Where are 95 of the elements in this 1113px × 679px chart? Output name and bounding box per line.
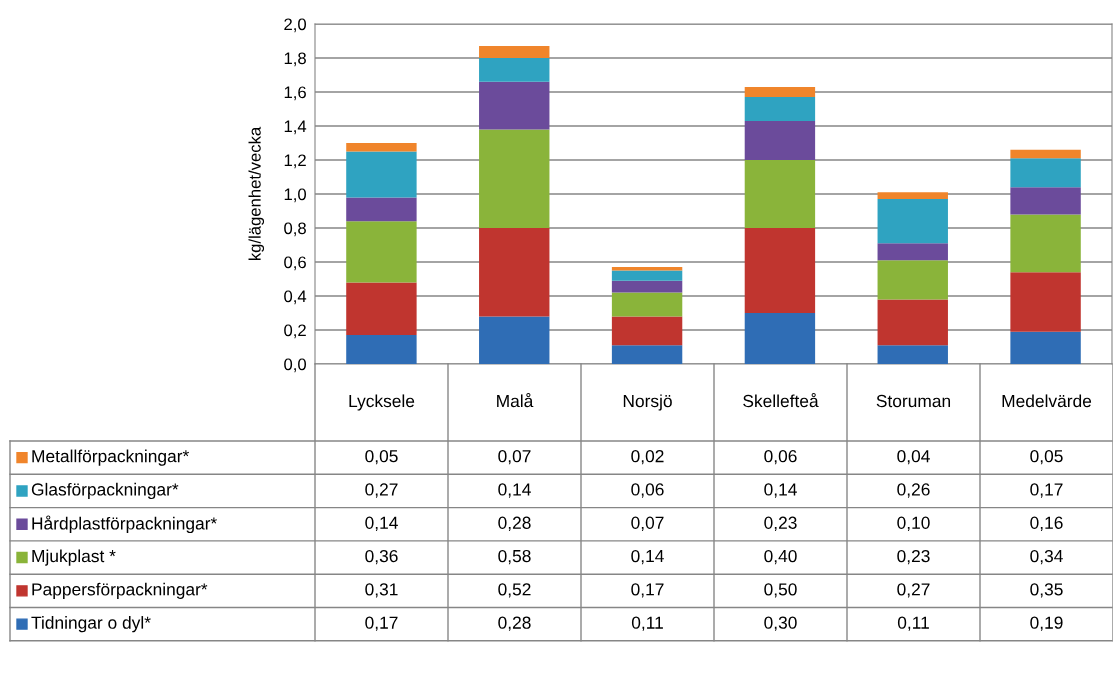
x-tick-label: Storuman	[876, 394, 951, 408]
bar	[1010, 214, 1081, 273]
data-label: 0,26	[897, 483, 930, 498]
bar	[877, 260, 948, 300]
data-label: 0,11	[631, 616, 663, 631]
bar	[611, 345, 683, 364]
y-tick-label: 0,2	[284, 324, 306, 339]
legend-label: Metallförpackningar*	[32, 449, 189, 466]
data-label: 0,52	[498, 583, 531, 598]
y-tick-label: 1,8	[284, 52, 306, 67]
bar	[744, 86, 816, 98]
bar	[346, 221, 417, 283]
bar	[479, 58, 550, 82]
data-label: 0,06	[764, 450, 797, 465]
data-label: 0,27	[365, 483, 398, 498]
bar	[611, 316, 683, 346]
y-axis-title: kg/lägenhet/vecka	[248, 126, 265, 261]
data-label: 0,14	[764, 483, 797, 498]
bar	[479, 81, 550, 130]
bar	[1010, 149, 1081, 159]
bar	[479, 46, 550, 58]
data-label: 0,50	[764, 583, 797, 598]
data-label: 0,27	[897, 583, 930, 598]
y-tick-label: 1,2	[284, 154, 306, 169]
bar	[1010, 272, 1081, 332]
data-label: 0,17	[631, 583, 664, 598]
data-label: 0,14	[631, 549, 664, 565]
y-tick-label: 0,0	[284, 358, 307, 373]
bar	[479, 228, 550, 317]
data-label: 0,10	[897, 516, 930, 531]
bar	[346, 143, 417, 152]
bar	[346, 151, 417, 198]
data-label: 0,16	[1030, 516, 1063, 531]
bar	[877, 243, 948, 261]
legend-label: Pappersförpackningar*	[32, 582, 208, 599]
data-label: 0,36	[365, 549, 398, 565]
legend-label: Mjukplast *	[32, 549, 116, 566]
data-label: 0,07	[498, 450, 531, 465]
data-label: 0,05	[365, 450, 398, 465]
legend-label: Tidningar o dyl*	[31, 616, 151, 633]
bar	[744, 228, 816, 313]
bar	[346, 197, 417, 222]
data-label: 0,28	[498, 616, 531, 631]
x-tick-label: Skellefteå	[743, 392, 819, 408]
bar	[346, 282, 417, 336]
bar	[479, 129, 550, 228]
data-label: 0,30	[764, 616, 797, 631]
x-tick-label: Norsjö	[623, 394, 672, 411]
bar	[877, 299, 948, 346]
bar	[479, 316, 550, 364]
legend-label: Hårdplastförpackningar*	[32, 515, 217, 534]
bar	[744, 120, 816, 160]
legend-label: Glasförpackningar*	[31, 482, 179, 500]
data-label: 0,23	[764, 516, 797, 531]
data-label: 0,35	[1030, 583, 1063, 598]
bar	[744, 160, 816, 228]
x-tick-label: Medelvärde	[1002, 394, 1092, 408]
y-tick-label: 2,0	[284, 18, 307, 33]
bar	[346, 335, 417, 364]
data-label: 0,14	[498, 483, 531, 498]
data-label: 0,06	[631, 483, 664, 498]
data-label: 0,58	[498, 549, 531, 565]
data-label: 0,02	[631, 450, 664, 465]
bar	[611, 292, 683, 317]
y-tick-label: 1,6	[284, 86, 306, 101]
data-label: 0,40	[764, 549, 797, 565]
x-tick-label: Lycksele	[349, 394, 415, 411]
data-label: 0,34	[1030, 549, 1063, 565]
data-label: 0,14	[365, 516, 398, 531]
data-label: 0,11	[897, 616, 929, 631]
data-label: 0,05	[1030, 450, 1063, 465]
bar	[1010, 187, 1081, 215]
bar	[1010, 331, 1081, 364]
data-label: 0,19	[1030, 616, 1063, 631]
y-tick-label: 0,6	[284, 256, 306, 271]
data-label: 0,23	[897, 549, 930, 565]
y-tick-label: 0,4	[284, 290, 307, 305]
bar	[877, 192, 948, 200]
bar	[877, 199, 948, 244]
bar	[877, 345, 948, 364]
data-label: 0,17	[365, 616, 398, 631]
data-label: 0,17	[1030, 483, 1063, 498]
y-tick-label: 1,0	[284, 188, 307, 203]
y-tick-label: 0,8	[284, 222, 306, 237]
y-tick-label: 1,4	[284, 120, 307, 135]
data-label: 0,04	[897, 450, 930, 465]
bar	[1010, 158, 1081, 188]
bar	[744, 313, 816, 364]
data-label: 0,31	[365, 583, 398, 598]
bar	[611, 280, 683, 293]
bar	[611, 270, 683, 281]
bar	[744, 97, 816, 121]
data-label: 0,28	[498, 516, 531, 531]
x-tick-label: Malå	[497, 392, 534, 408]
data-label: 0,07	[631, 516, 664, 531]
